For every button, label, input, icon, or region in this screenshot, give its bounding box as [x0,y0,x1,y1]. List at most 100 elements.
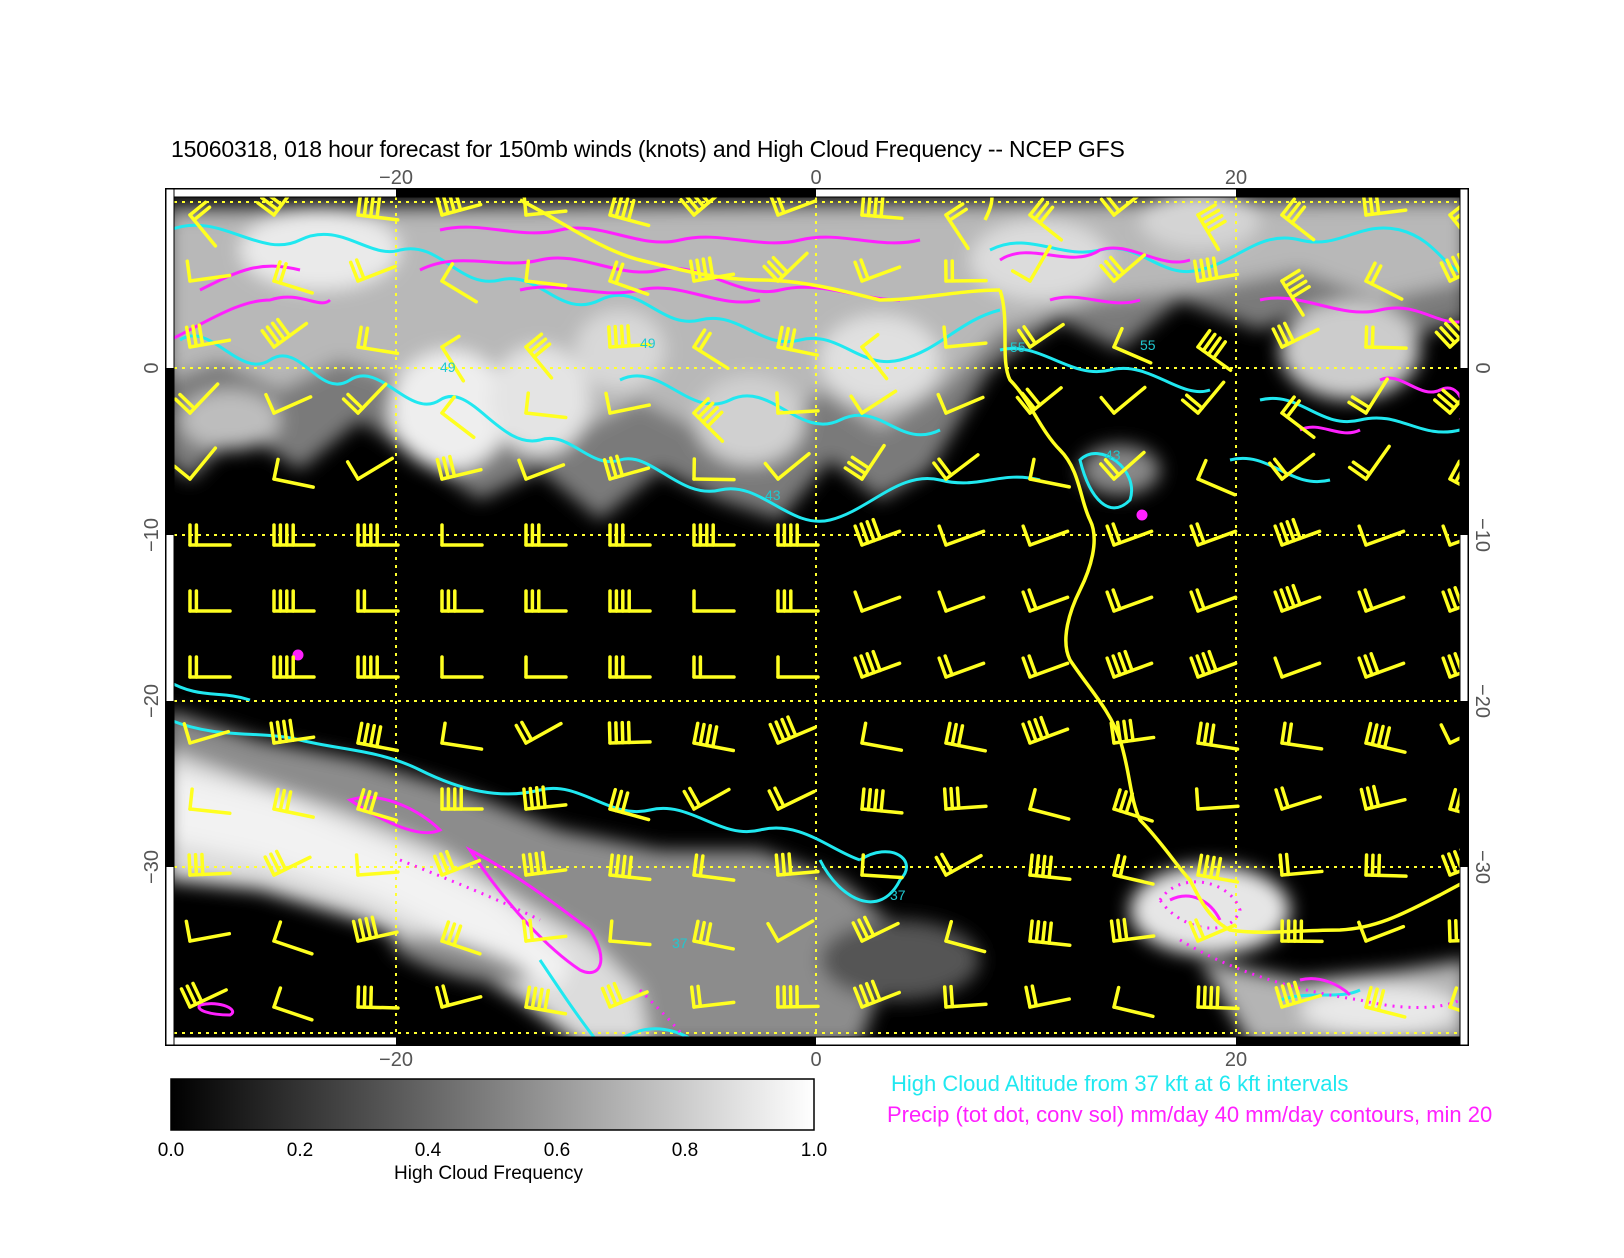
wind-barb [433,849,482,877]
wind-barb [356,721,400,753]
lat-tick-left: −10 [141,518,163,552]
lon-tick-top: 0 [810,167,821,189]
wind-barb [608,589,652,613]
wind-barb [522,785,568,811]
wind-barb [440,395,476,440]
wind-barb [689,984,736,1009]
wind-barb [942,786,988,811]
wind-barb [604,391,651,415]
wind-barb [1188,918,1237,943]
lat-tick-right: 0 [1471,362,1493,373]
wind-barb [1347,377,1389,415]
contour-label: 49 [440,359,456,375]
wind-barb [692,721,736,753]
wind-barb [936,392,985,415]
wind-barb [1192,256,1240,283]
wind-barb [860,721,904,752]
wind-barb [776,655,820,679]
wind-barb [345,456,395,481]
wind-barb [1364,853,1408,878]
wind-barb [942,984,988,1009]
wind-barb [776,589,820,613]
wind-barb [1099,253,1147,283]
wind-barb [608,523,652,547]
lat-tick-left: −20 [141,684,163,718]
wind-barb [692,853,736,882]
wind-barb [522,193,568,217]
wind-barb [860,787,904,815]
wind-barb [1347,444,1391,481]
wind-barb [172,446,218,481]
wind-barb [607,324,652,349]
colorbar-tick: 0.2 [286,1140,314,1161]
wind-barb [185,259,232,283]
wind-barb [356,788,399,823]
wind-barb [1017,322,1065,349]
wind-barb [853,258,902,283]
lon-tick-top: 20 [1225,167,1247,189]
colorbar [170,1078,815,1131]
wind-barb [524,589,568,613]
wind-barb [440,655,484,679]
wind-barb [272,589,316,613]
contour-label: 43 [765,487,781,503]
wind-barb [1028,787,1071,821]
wind-barb [602,454,651,481]
wind-barb [263,849,312,877]
wind-barb [1441,524,1468,547]
wind-barb [608,787,651,822]
wind-barb [766,919,815,943]
wind-barb [272,920,314,956]
wind-barb [608,655,652,679]
wind-barb [853,649,902,679]
wind-barb [692,523,736,547]
wind-barb [260,317,309,349]
wind-barb [937,590,986,613]
wind-barb [1364,325,1408,350]
wind-barb [1099,385,1147,415]
wind-barb [1359,784,1407,811]
wind-barb [774,852,820,877]
wind-barb [517,458,566,481]
wind-barb [853,590,902,613]
wind-barb [440,334,466,383]
wind-barb [272,655,316,679]
wind-barb [1109,718,1156,745]
wind-barb [1021,524,1070,547]
wind-barb [692,919,735,951]
wind-barb [356,655,400,679]
axis-labels: −20 0 20 −20 0 20 0 −10 −20 −30 0 −10 −2… [141,167,1493,1071]
wind-barb [1189,649,1238,679]
wind-barb [1357,920,1406,943]
lon-tick-top: −20 [379,167,413,189]
wind-barb [1280,197,1316,242]
wind-barb [767,786,816,811]
wind-barb [608,919,652,947]
wind-barb [272,787,315,819]
wind-barb [1098,450,1146,481]
wind-barb [843,443,886,481]
wind-barb [440,920,482,956]
wind-barb [776,523,820,547]
wind-barb [188,589,232,613]
wind-barb [440,721,484,751]
legend-cloud-altitude: High Cloud Altitude from 37 kft at 6 kft… [891,1071,1349,1096]
wind-barb [944,202,970,251]
wind-barb [356,589,400,613]
wind-barb [1028,197,1064,242]
wind-barb [853,517,902,547]
wind-barb [1280,721,1324,751]
wind-barb [1196,203,1227,252]
wind-barb [1112,788,1154,823]
wind-barb [184,323,232,349]
colorbar-label: High Cloud Frequency [394,1163,584,1184]
wind-barb [1280,395,1316,439]
wind-barb [608,193,651,228]
wind-barb [1015,386,1063,415]
wind-barb [607,720,652,745]
wind-barb [356,325,400,356]
wind-barb [944,721,987,753]
wind-barb [1112,326,1153,365]
wind-barb [692,397,725,443]
